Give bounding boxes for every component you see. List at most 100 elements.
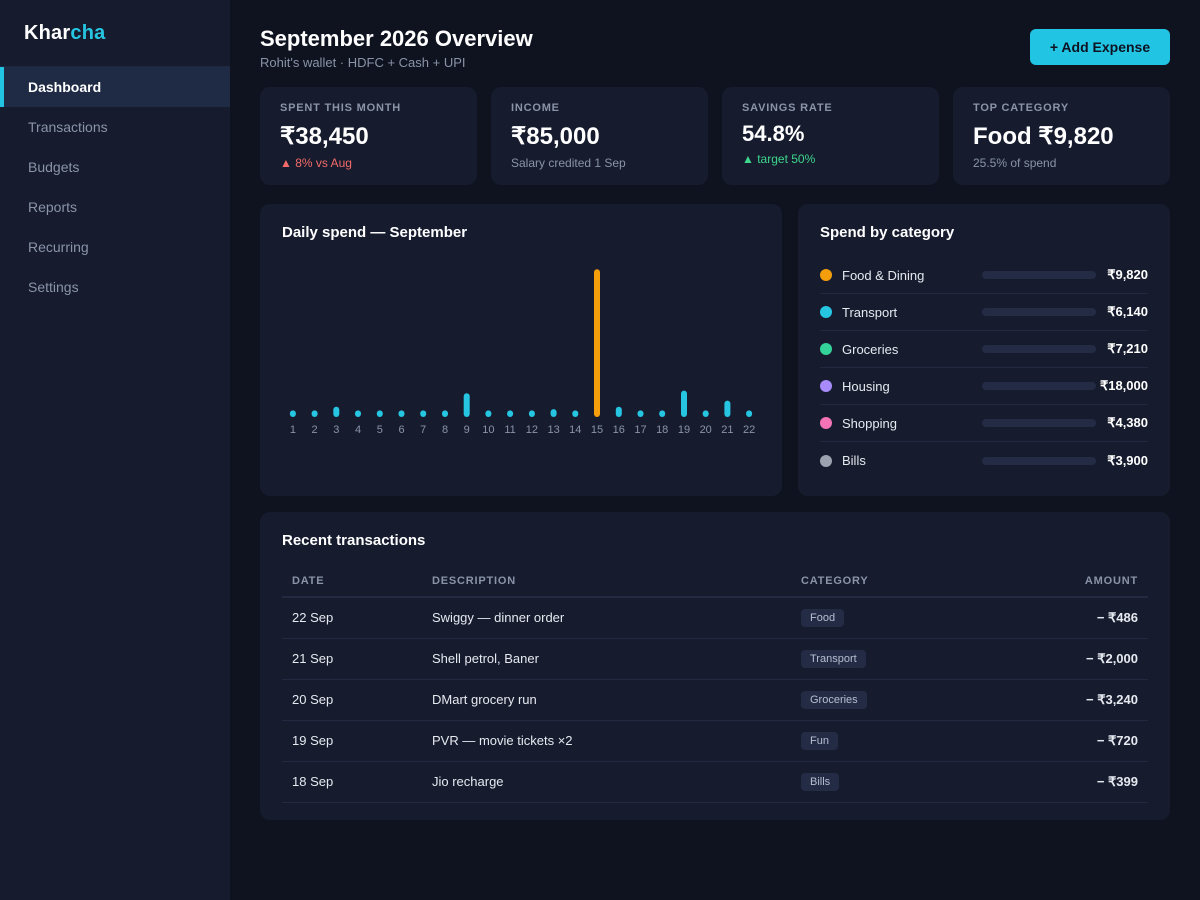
sidebar-item-recurring[interactable]: Recurring [28,239,89,255]
chart-tick-label: 15 [591,424,603,436]
logo-text-primary: Khar [24,22,71,44]
chart-tick-label: 17 [634,424,646,436]
chart-tick-label: 13 [547,424,559,436]
tx-category-cell: Fun [791,720,986,762]
chart-bar-day-13[interactable] [550,409,557,417]
category-amount: ₹3,900 [1107,452,1148,468]
table-row[interactable]: 21 Sep Shell petrol, Baner Transport − ₹… [282,638,1148,680]
chart-tick-label: 6 [398,424,404,436]
chart-tick-label: 10 [482,424,494,436]
kpi-label: INCOME [511,102,560,114]
category-amount: ₹7,210 [1107,341,1148,356]
tx-amount: − ₹399 [985,761,1148,803]
category-bar-track [982,308,1096,316]
daily-spend-card: Daily spend — September 1 2 3 4 5 6 7 8 9 10 11 12 1… [260,204,782,496]
sidebar-item-settings[interactable]: Settings [28,279,79,295]
column-header-amount[interactable]: AMOUNT [985,565,1148,598]
chart-bar-day-14[interactable] [572,410,579,417]
chart-bar-day-3[interactable] [333,406,340,417]
column-header-date[interactable]: DATE [282,565,422,598]
chart-bar-day-1[interactable] [289,410,296,417]
table-row[interactable]: 20 Sep DMart grocery run Groceries − ₹3,… [282,679,1148,721]
category-row: Shopping ₹4,380 [820,405,1148,442]
chart-bar-day-18[interactable] [659,410,666,417]
kpi-savings-card: SAVINGS RATE 54.8% ▲ target 50% [722,87,939,185]
chart-bar-day-17[interactable] [637,410,644,417]
chart-tick-label: 20 [700,424,712,436]
chart-bar-day-9[interactable] [463,393,470,417]
add-expense-button[interactable]: + Add Expense [1030,29,1170,65]
category-dot [820,417,832,429]
category-dot [820,343,832,355]
category-dot [820,454,832,467]
tx-date: 21 Sep [282,638,422,680]
tx-date: 18 Sep [282,761,422,803]
category-name: Bills [842,453,866,468]
category-bar-track [982,419,1096,427]
chart-bar-day-16[interactable] [615,406,622,417]
table-row[interactable]: 19 Sep PVR — movie tickets ×2 Fun − ₹720 [282,720,1148,762]
sidebar-item-transactions[interactable]: Transactions [28,119,108,135]
page-header: September 2026 Overview Rohit's wallet ·… [260,26,1170,76]
category-bar-track [982,271,1096,279]
tx-category-cell: Groceries [791,679,986,721]
category-tag: Bills [801,772,840,791]
sidebar-item-dashboard[interactable]: Dashboard [0,67,230,107]
chart-bar-day-19[interactable] [681,390,687,417]
kpi-value: 54.8% [742,121,805,146]
sidebar-item-reports[interactable]: Reports [28,199,78,215]
chart-tick-label: 7 [420,424,426,436]
category-list: Food & Dining ₹9,820 Transport ₹6,140 Gr… [820,257,1148,479]
kpi-note: Salary credited 1 Sep [511,156,626,170]
category-amount: ₹9,820 [1107,267,1148,282]
tx-amount: − ₹3,240 [985,679,1148,721]
chart-tick-label: 22 [743,424,755,436]
category-amount: ₹4,380 [1107,415,1148,430]
chart-tick-label: 16 [613,424,625,436]
category-name: Transport [842,304,898,320]
chart-bar-day-11[interactable] [507,410,514,417]
chart-bar-day-4[interactable] [355,410,361,417]
chart-bar-day-5[interactable] [376,410,383,417]
chart-tick-label: 11 [504,424,515,436]
logo-text-accent: cha [70,22,106,44]
tx-category-cell: Bills [791,761,986,803]
category-row: Food & Dining ₹9,820 [820,257,1148,294]
category-tag: Transport [801,649,866,668]
app-logo[interactable]: Kharcha [0,0,230,67]
category-name: Housing [842,378,890,394]
category-tag: Food [801,608,845,627]
table-row[interactable]: 18 Sep Jio recharge Bills − ₹399 [282,761,1148,803]
chart-bar-day-20[interactable] [702,410,709,417]
tx-amount: − ₹486 [985,597,1148,639]
category-amount: ₹6,140 [1107,304,1148,319]
chart-tick-label: 12 [526,424,538,436]
chart-bar-day-2[interactable] [311,410,318,417]
chart-bar-day-6[interactable] [398,410,405,417]
chart-tick-label: 18 [656,424,668,436]
chart-bar-day-12[interactable] [528,410,535,417]
chart-bar-day-22[interactable] [746,410,753,417]
category-row: Transport ₹6,140 [820,294,1148,331]
category-tag: Fun [801,731,838,750]
sidebar-item-budgets[interactable]: Budgets [28,159,80,175]
tx-amount: − ₹2,000 [985,638,1148,680]
kpi-income-card: INCOME ₹85,000 Salary credited 1 Sep [491,87,708,185]
chart-bar-day-7[interactable] [420,410,427,417]
column-header-description[interactable]: DESCRIPTION [422,565,791,598]
table-row[interactable]: 22 Sep Swiggy — dinner order Food − ₹486 [282,597,1148,639]
kpi-value: ₹85,000 [511,123,600,150]
chart-bar-day-21[interactable] [724,400,731,417]
page-subtitle: Rohit's wallet · HDFC + Cash + UPI [260,55,466,70]
chart-tick-label: 3 [333,424,339,436]
chart-bar-day-8[interactable] [442,410,448,417]
tx-category-cell: Food [791,597,986,639]
category-card-title: Spend by category [820,224,955,241]
tx-date: 20 Sep [282,679,422,721]
chart-bar-day-10[interactable] [485,410,492,417]
kpi-note: ▲ target 50% [742,152,816,166]
chart-bar-day-15[interactable] [594,269,600,417]
column-header-category[interactable]: CATEGORY [791,565,986,598]
chart-tick-label: 2 [312,424,318,436]
category-dot [820,306,832,318]
